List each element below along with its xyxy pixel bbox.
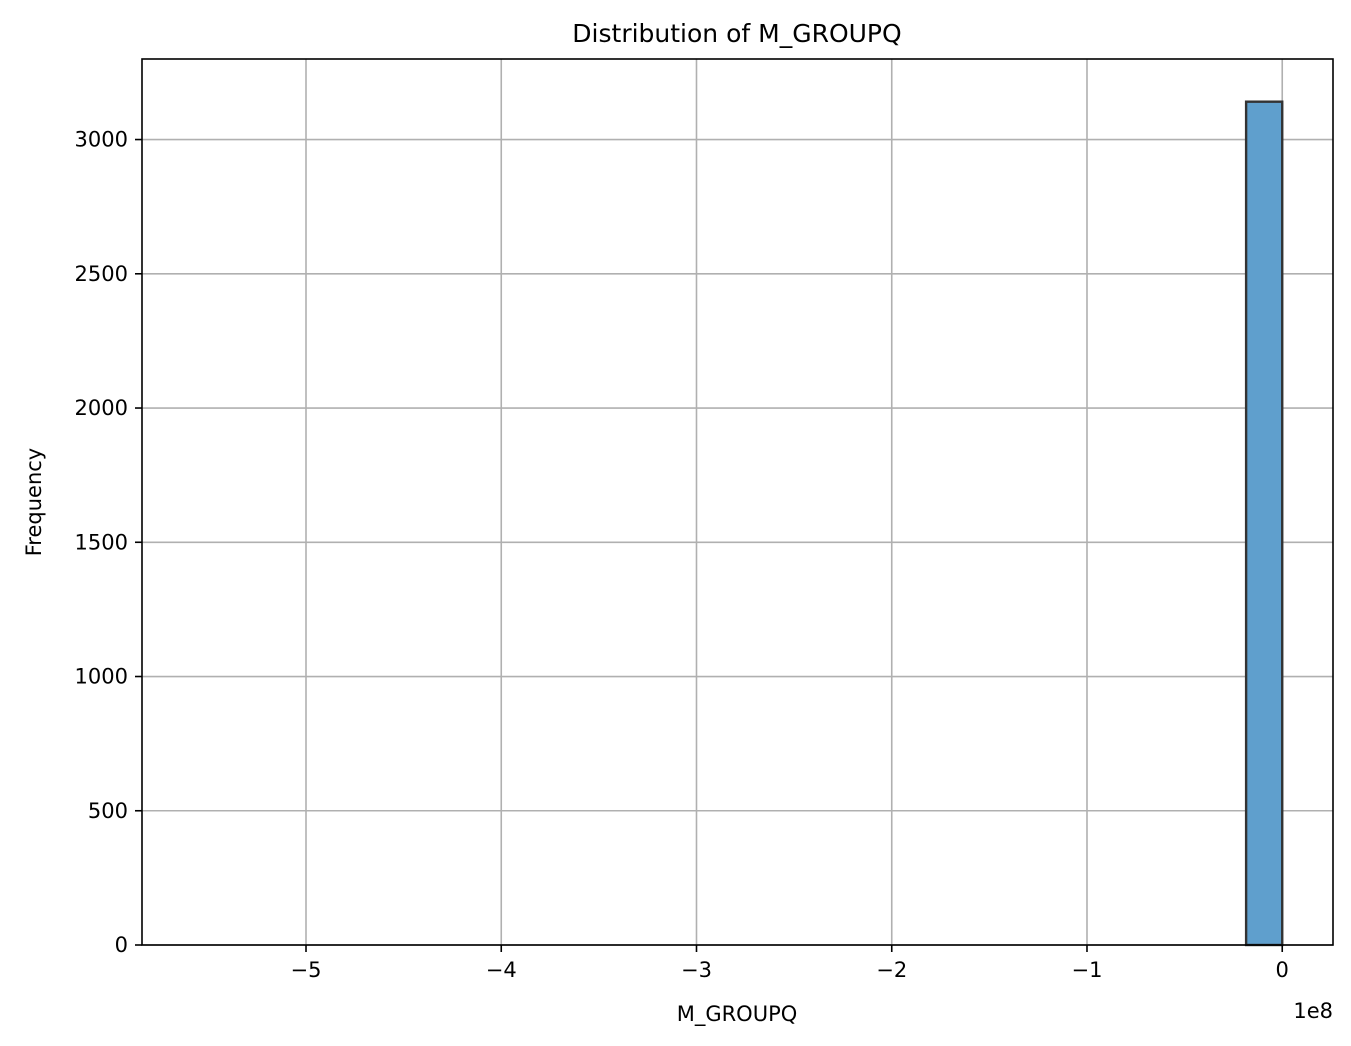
x-axis-label: M_GROUPQ — [677, 1002, 798, 1027]
y-tick-label: 500 — [88, 799, 128, 823]
x-tick-label: −4 — [486, 958, 517, 982]
histogram-bar — [1244, 100, 1284, 947]
plot-frame — [141, 58, 1334, 946]
y-tick-label: 2000 — [75, 396, 128, 420]
x-axis-ticks: −5 −4 −3 −2 −1 0 — [291, 945, 1289, 982]
x-tick-label: −2 — [876, 958, 907, 982]
y-tick-label: 1500 — [75, 530, 128, 554]
y-axis-label: Frequency — [22, 448, 46, 557]
chart-title: Distribution of M_GROUPQ — [572, 19, 901, 48]
y-tick-label: 3000 — [75, 128, 128, 152]
x-axis-offset-text: 1e8 — [1293, 999, 1333, 1023]
x-tick-label: −3 — [681, 958, 712, 982]
y-axis-ticks: 0 500 1000 1500 2000 2500 3000 — [75, 128, 142, 957]
y-tick-label: 2500 — [75, 262, 128, 286]
x-tick-label: 0 — [1276, 958, 1289, 982]
histogram-bars — [1244, 100, 1284, 947]
y-tick-label: 1000 — [75, 665, 128, 689]
x-tick-label: −1 — [1072, 958, 1103, 982]
y-tick-label: 0 — [115, 933, 128, 957]
x-tick-label: −5 — [291, 958, 322, 982]
